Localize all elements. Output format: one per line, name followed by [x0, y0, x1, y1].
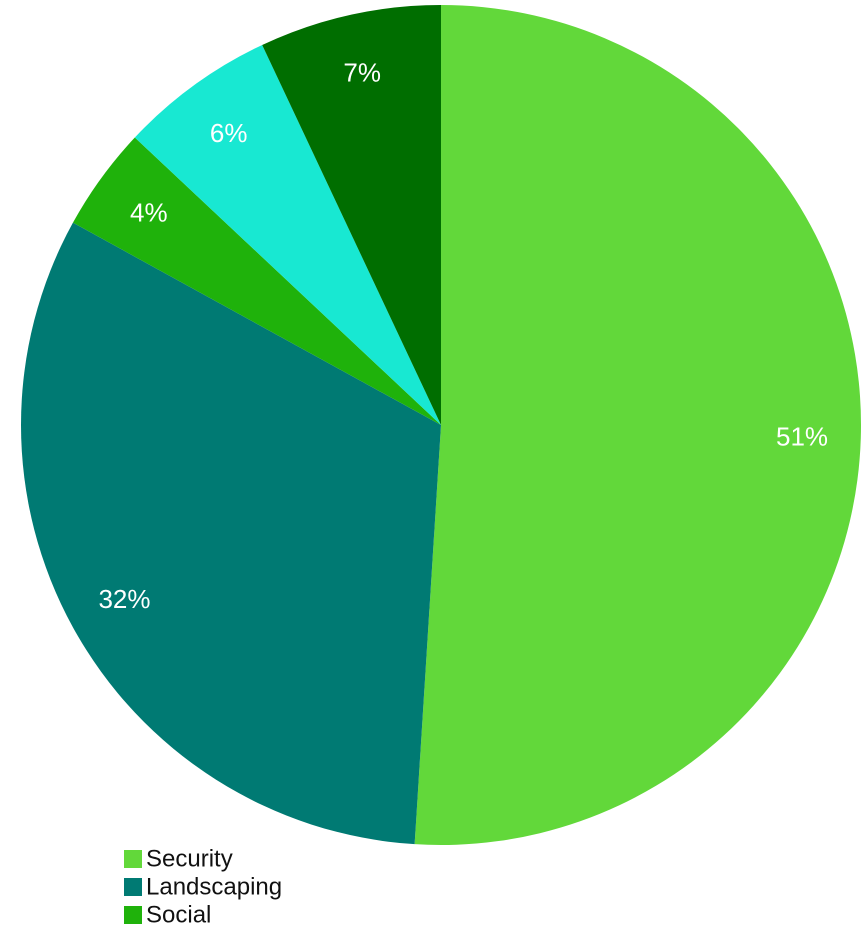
pie-slice-social [72, 137, 441, 425]
legend-swatch [124, 906, 142, 924]
legend-swatch [124, 850, 142, 868]
legend-label: Landscaping [146, 874, 282, 901]
pie-slices [20, 5, 861, 845]
legend-label: Security [146, 846, 233, 873]
pie-slice-landscaping [20, 222, 442, 845]
legend-label: Social [146, 902, 211, 929]
pie-slice-label: 7% [343, 57, 381, 87]
pie-slice-label: 32% [98, 584, 150, 614]
pie-slice-label: 4% [130, 198, 168, 228]
pie-labels: 51% 32% 4% 6% 7% [98, 57, 828, 614]
pie-slice-label: 6% [210, 118, 248, 148]
legend-swatch [124, 878, 142, 896]
pie-slice-slice-5 [262, 5, 441, 425]
pie-slice-security [414, 5, 861, 845]
pie-slice-slice-4 [134, 44, 441, 426]
pie-slice-label: 51% [776, 421, 828, 451]
